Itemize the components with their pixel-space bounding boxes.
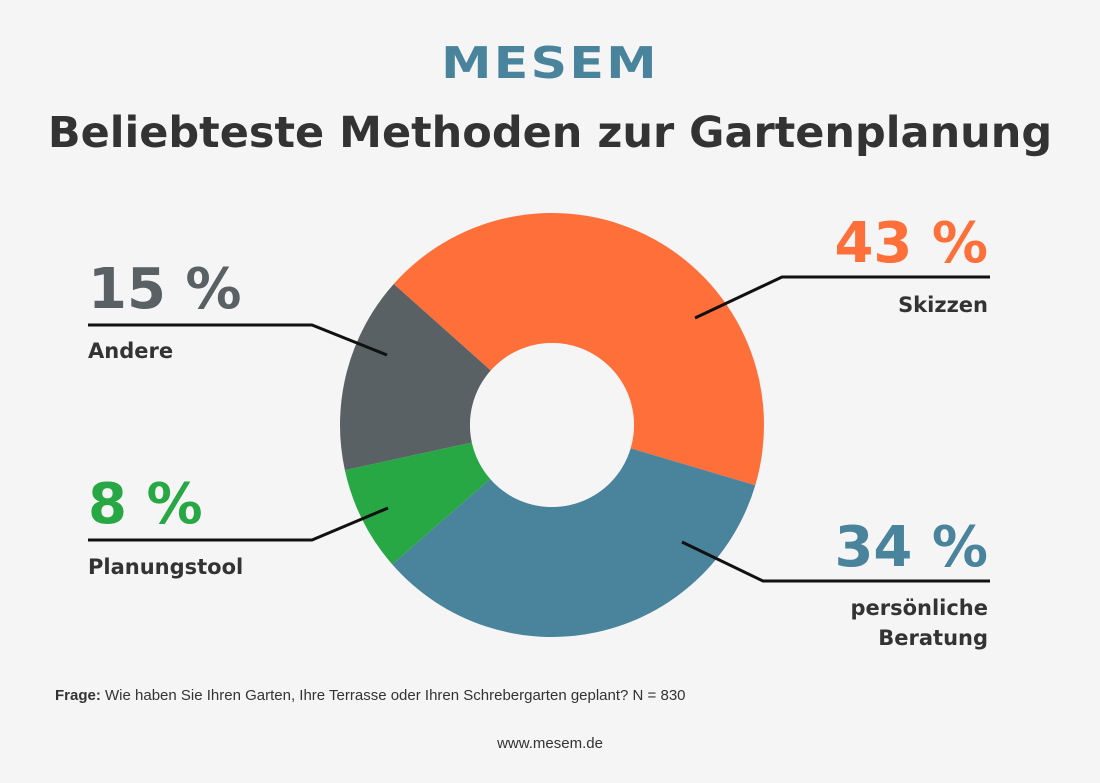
leader-line-planungstool [88,506,389,542]
category-label-andere: Andere [88,339,174,363]
category-label-beratung-line1: persönliche [850,596,988,620]
donut-slice-persönliche-beratung [392,448,756,637]
survey-question: Frage: Wie haben Sie Ihren Garten, Ihre … [55,687,686,704]
donut-slice-planungstool [344,442,491,565]
question-label: Frage: [55,687,101,704]
donut-hole [470,343,634,507]
category-label-beratung-line2: Beratung [878,626,988,650]
chart-title: Beliebteste Methoden zur Gartenplanung [47,108,1053,158]
leader-line-beratung [681,540,990,583]
category-label-planungstool: Planungstool [88,555,244,579]
donut-slice-skizzen [393,213,764,486]
website-url: www.mesem.de [497,735,603,752]
leader-line-andere [88,323,388,357]
value-label-skizzen: 43 % [834,211,988,276]
category-label-skizzen: Skizzen [898,293,988,317]
value-label-planungstool: 8 % [88,472,203,537]
donut-slice-andere [340,283,491,471]
question-text: Wie haben Sie Ihren Garten, Ihre Terrass… [100,687,686,704]
logo: MESEM [441,38,659,89]
value-label-andere: 15 % [88,257,242,322]
value-label-beratung: 34 % [834,515,988,580]
leader-line-skizzen [694,275,990,320]
